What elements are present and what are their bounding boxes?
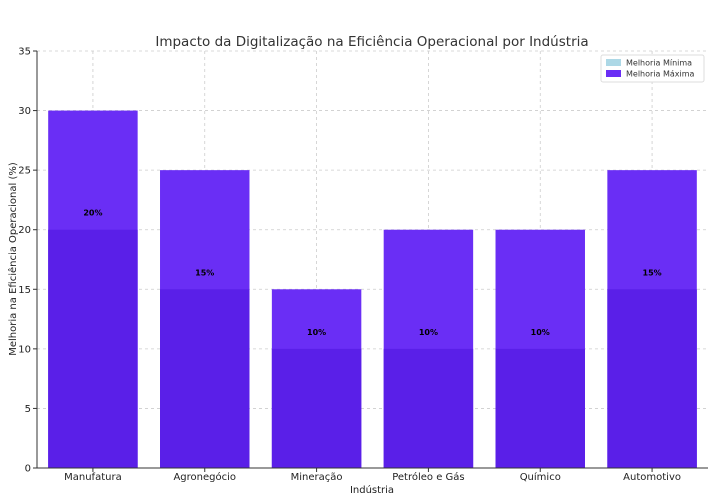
x-tick-label: Agronegócio (173, 471, 236, 483)
bars (48, 110, 697, 469)
chart-title: Impacto da Digitalização na Eficiência O… (155, 34, 588, 50)
x-tick-label: Automotivo (623, 472, 681, 483)
legend-label: Melhoria Máxima (626, 70, 695, 79)
legend-swatch (606, 59, 621, 66)
y-tick-label: 20 (18, 225, 31, 236)
legend-box (600, 54, 705, 83)
y-tick-label: 0 (25, 464, 31, 475)
x-tick-label: Petróleo e Gás (392, 471, 464, 483)
bar-min (160, 289, 250, 468)
y-tick-label: 10 (18, 344, 31, 355)
bar-min (271, 348, 362, 468)
data-label: 10% (419, 328, 438, 337)
legend-label: Melhoria Mínima (626, 59, 692, 68)
bar-min (607, 289, 697, 468)
data-label: 10% (307, 328, 326, 337)
legend-swatch (606, 70, 621, 77)
data-labels: 20% 15% 10% 10% 10% 15% (83, 209, 661, 337)
x-axis-label: Indústria (350, 484, 394, 496)
axes: 0 5 10 15 20 25 30 35 Manufatura Agronegócio Miner… (18, 47, 708, 483)
y-tick-label: 5 (25, 404, 31, 415)
bar-min (48, 229, 138, 468)
y-tick-label: 15 (18, 285, 31, 296)
legend: Melhoria Mínima Melhoria Máxima (600, 54, 705, 83)
bar-min (495, 348, 585, 468)
x-tick-label: Químico (520, 471, 561, 483)
data-label: 20% (83, 209, 102, 218)
x-tick-label: Mineração (291, 472, 343, 483)
data-label: 15% (643, 268, 662, 277)
bar-min (383, 348, 474, 468)
y-axis-label: Melhoria na Eficiência Operacional (%) (7, 162, 19, 356)
x-tick-label: Manufatura (64, 472, 122, 483)
y-tick-label: 25 (18, 166, 31, 177)
y-tick-label: 35 (18, 47, 31, 58)
data-label: 10% (531, 328, 550, 337)
y-tick-label: 30 (18, 106, 31, 117)
data-label: 15% (195, 268, 214, 277)
